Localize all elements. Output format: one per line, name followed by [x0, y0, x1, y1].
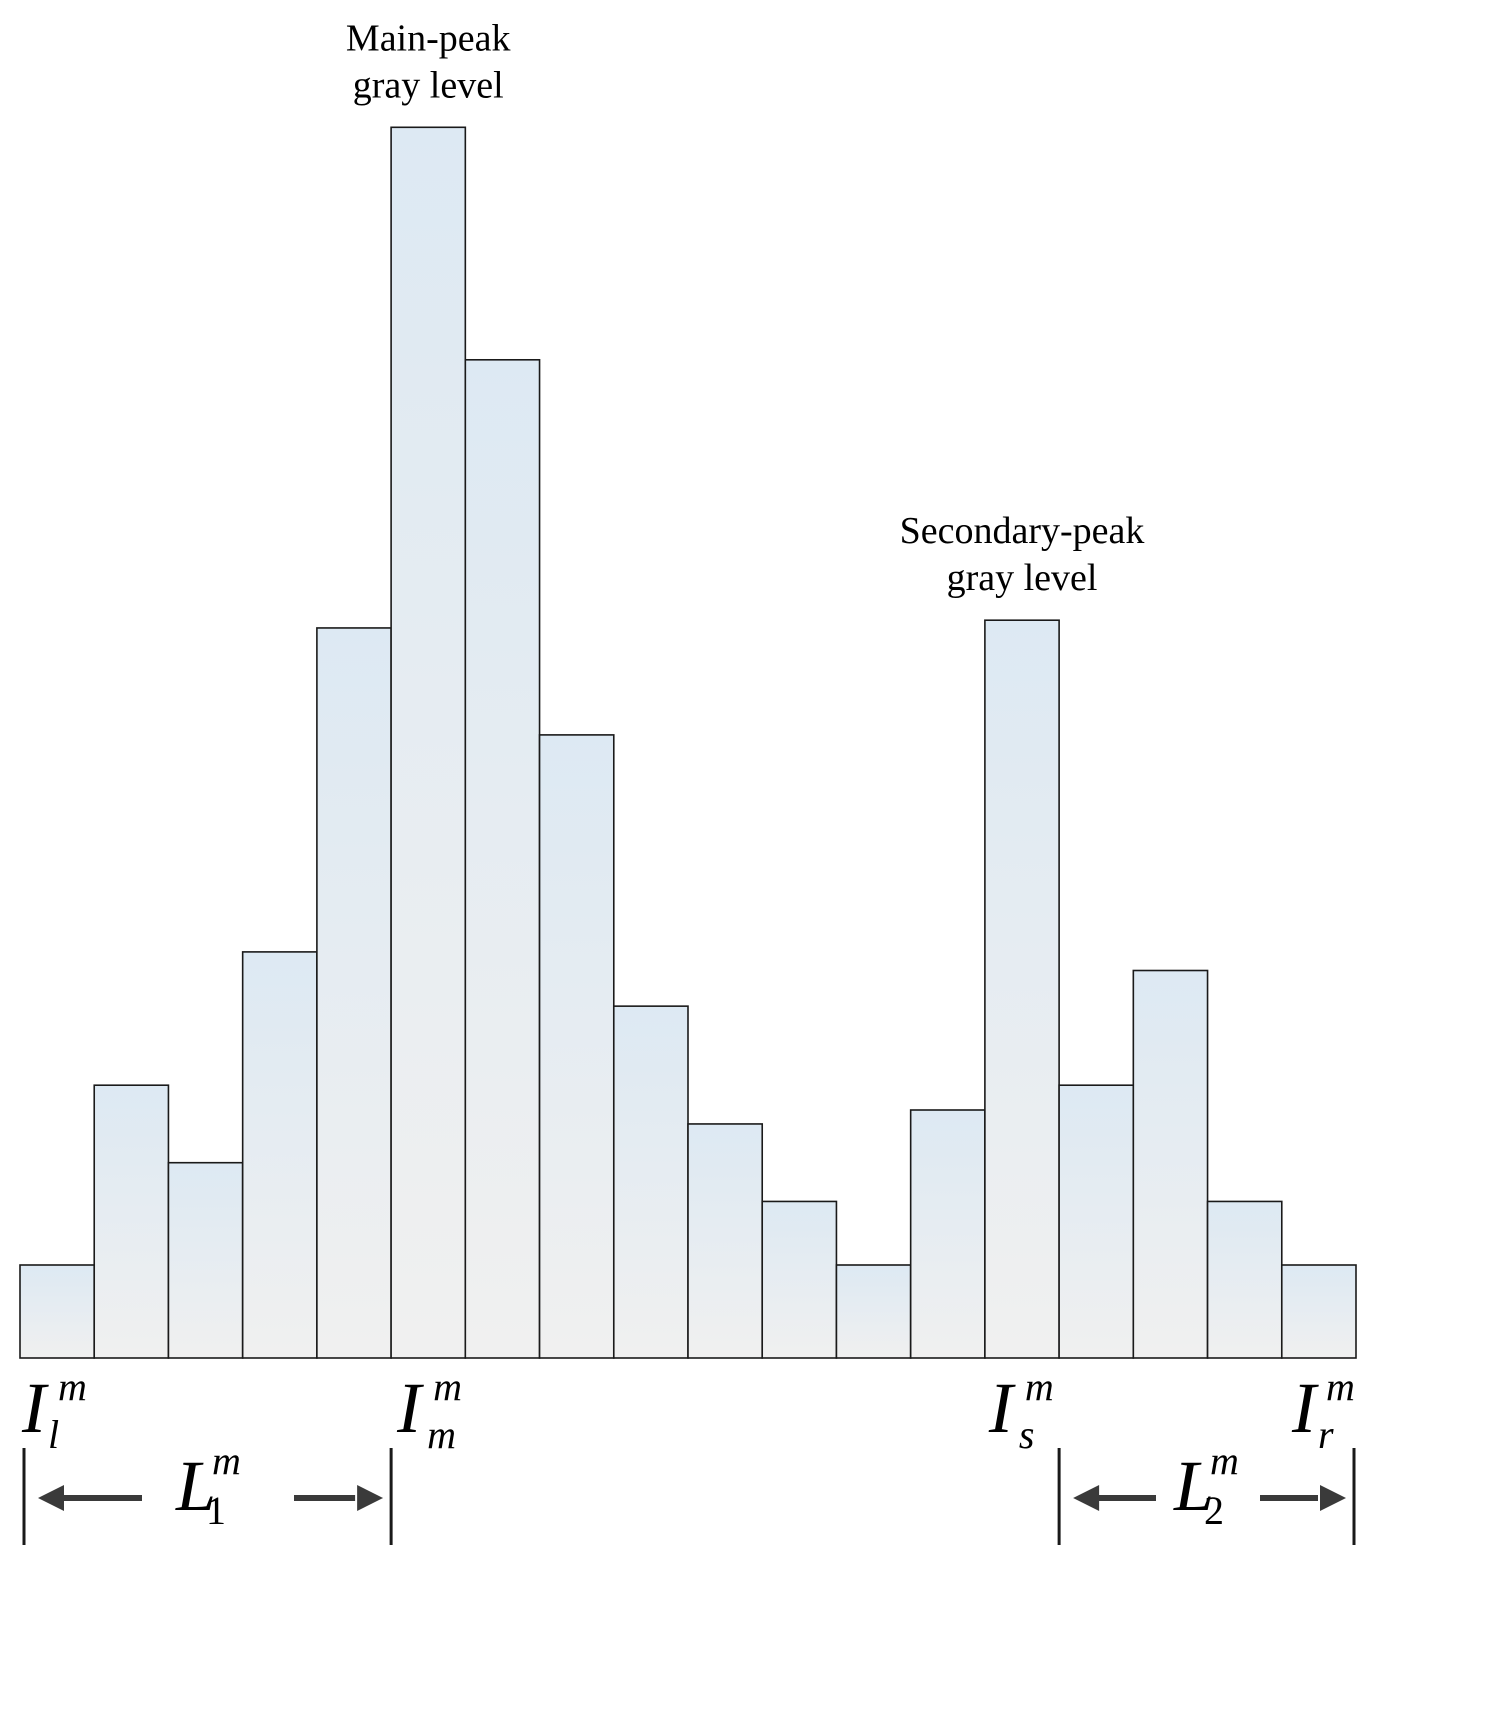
main-peak-label-line2: gray level [353, 64, 504, 106]
symbol-i-r-sub: r [1318, 1412, 1334, 1457]
histogram-bar [316, 627, 392, 1359]
histogram-bars [19, 126, 1357, 1359]
symbol-i-l-sub: l [48, 1412, 59, 1457]
symbol-i-r-main: I [1291, 1368, 1319, 1448]
span-l2-sup: m [1210, 1438, 1239, 1483]
histogram-bar [241, 951, 318, 1359]
symbol-i-r-sup: m [1326, 1364, 1355, 1409]
span-l1-right-arrowhead [357, 1485, 384, 1511]
histogram-bar [761, 1200, 838, 1359]
span-l1-sup: m [212, 1438, 241, 1483]
histogram-bar [19, 1264, 96, 1359]
symbol-i-s: I m s [988, 1364, 1054, 1457]
histogram-bar [909, 1109, 986, 1359]
symbol-i-l-sup: m [58, 1364, 87, 1409]
symbol-i-m-sub: m [427, 1412, 456, 1457]
symbol-i-m-main: I [396, 1368, 424, 1448]
histogram-bar [1280, 1264, 1357, 1359]
histogram-bar [612, 1005, 689, 1359]
histogram-bar [538, 734, 615, 1359]
span-l2-sub: 2 [1204, 1488, 1224, 1533]
symbol-i-m: I m m [396, 1364, 462, 1457]
histogram-bar [390, 126, 467, 1359]
span-l2-right-arrowhead [1320, 1485, 1346, 1511]
histogram-bar [835, 1264, 912, 1359]
main-peak-label-line1: Main-peak [346, 17, 511, 59]
histogram-bar [984, 619, 1060, 1359]
symbol-i-s-sup: m [1025, 1364, 1054, 1409]
secondary-peak-label-line1: Secondary-peak [900, 510, 1145, 552]
span-l1-sub: 1 [206, 1488, 226, 1533]
histogram-bar [93, 1084, 170, 1359]
span-l2: L m 2 [1057, 1438, 1356, 1545]
histogram-bar [167, 1161, 244, 1359]
symbol-i-s-sub: s [1019, 1412, 1035, 1457]
symbol-i-s-main: I [988, 1368, 1016, 1448]
span-l2-main: L [1173, 1446, 1214, 1526]
symbol-i-m-sup: m [433, 1364, 462, 1409]
secondary-peak-label-line2: gray level [947, 557, 1098, 599]
histogram-bar [1206, 1200, 1283, 1359]
symbol-i-l: I m l [21, 1364, 87, 1457]
histogram-bar [1132, 969, 1209, 1359]
span-l1-left-arrowhead [38, 1485, 64, 1511]
histogram-bar [1058, 1084, 1135, 1359]
histogram-bar [687, 1123, 764, 1359]
symbol-i-l-main: I [21, 1368, 49, 1448]
span-l1: L m 1 [22, 1438, 393, 1545]
histogram-bar [464, 358, 541, 1359]
symbol-i-r: I m r [1291, 1364, 1355, 1457]
span-l1-main: L [175, 1446, 216, 1526]
span-l2-left-arrowhead [1073, 1485, 1100, 1511]
